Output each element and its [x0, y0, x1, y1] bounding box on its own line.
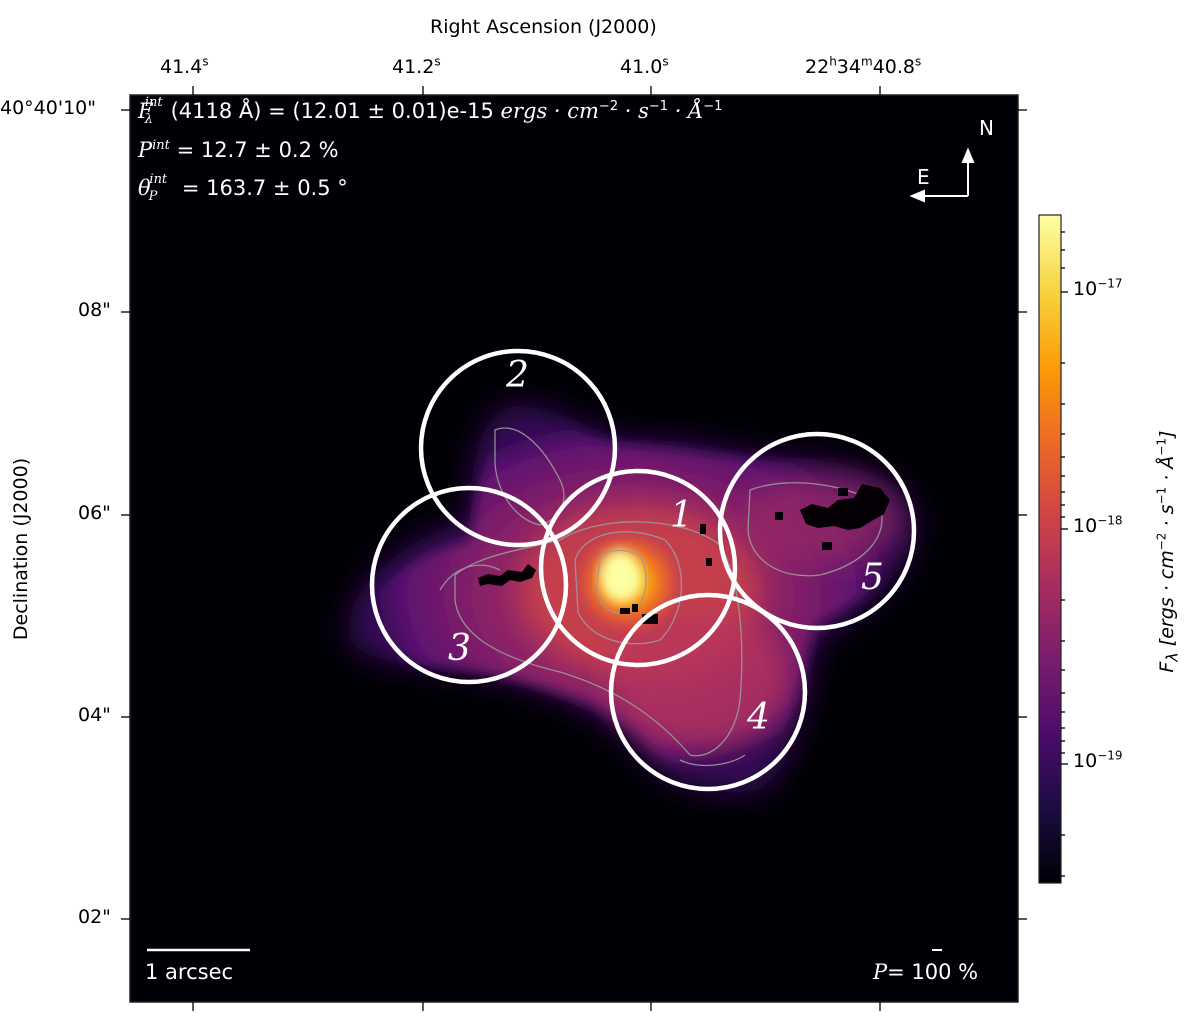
- dec-ticks: [121, 109, 1027, 920]
- ra-tick-label: 41.0s: [620, 54, 669, 78]
- aperture-circle-3: [369, 485, 569, 685]
- region-label-3: 3: [448, 628, 471, 669]
- colorbar-tick-label: 10−19: [1073, 748, 1123, 772]
- colorbar-tick-label: 10−17: [1073, 276, 1123, 300]
- region-label-2: 2: [506, 355, 529, 396]
- compass-north-label: N: [979, 116, 994, 140]
- compass-east-label: E: [917, 165, 930, 189]
- nebula-core-peak: [600, 550, 640, 602]
- ra-tick-label: 41.2s: [392, 54, 441, 78]
- polarization-angle: θPint = 163.7 ± 0.5 °: [138, 172, 348, 205]
- dec-tick-label: 02": [78, 906, 111, 928]
- region-label-5: 5: [861, 557, 884, 598]
- ra-tick-label: 22h34m40.8s: [805, 54, 922, 78]
- nebula-lower-lobe: [610, 610, 790, 750]
- colorbar-gradient: [1039, 215, 1061, 883]
- region-label-4: 4: [747, 697, 770, 738]
- aperture-circles: [369, 348, 917, 792]
- colorbar-ticks: [1061, 231, 1068, 877]
- flux-measurement: Fλint (4118 Å) = (12.01 ± 0.01)e-15 ergs …: [138, 95, 723, 128]
- aperture-circle-4: [608, 592, 808, 792]
- top-axis-title: Right Ascension (J2000): [430, 16, 657, 38]
- colorbar-frame: [1038, 214, 1062, 884]
- aperture-circle-5: [717, 431, 917, 631]
- compass-arrows: [909, 147, 975, 203]
- masked-pixels: [478, 484, 890, 624]
- scale-bar-label: 1 arcsec: [145, 960, 234, 984]
- dec-tick-label: 06": [78, 502, 111, 524]
- ra-ticks: [192, 86, 881, 1011]
- dec-tick-label: 40°40'10": [0, 97, 96, 119]
- aperture-circle-1: [538, 468, 738, 668]
- polarization-degree: Pint = 12.7 ± 0.2 %: [138, 138, 339, 162]
- aperture-circle-2: [418, 348, 618, 548]
- flux-contours: [439, 427, 883, 767]
- polarization-legend-label: P= 100 %: [873, 960, 979, 984]
- dec-tick-label: 08": [78, 299, 111, 321]
- region-label-1: 1: [670, 495, 693, 536]
- colorbar-tick-label: 10−18: [1073, 513, 1123, 537]
- colorbar-label: Fλ [ergs · cm−2 · s−1 · Å−1]: [1154, 430, 1182, 673]
- ra-tick-label: 41.4s: [160, 54, 209, 78]
- dec-tick-label: 04": [78, 704, 111, 726]
- panel-frame: [129, 94, 1019, 1003]
